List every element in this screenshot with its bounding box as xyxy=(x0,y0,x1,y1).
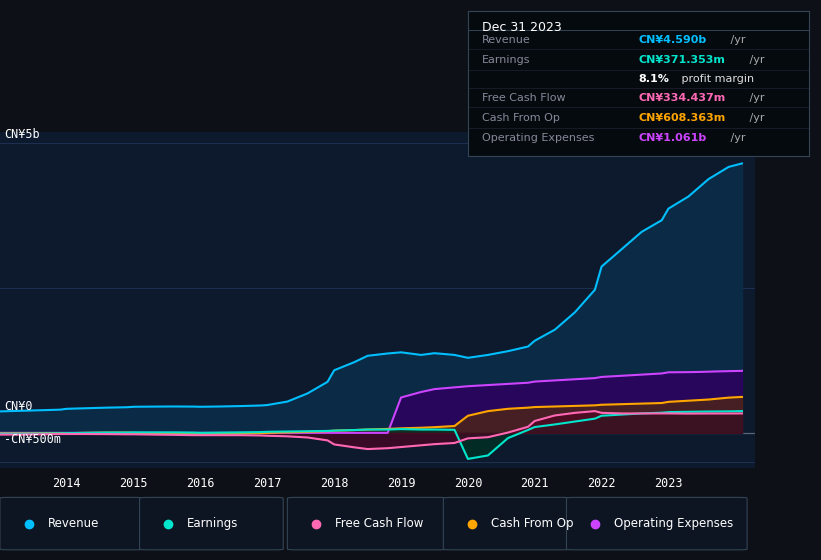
Text: Earnings: Earnings xyxy=(482,55,530,65)
FancyBboxPatch shape xyxy=(140,497,283,550)
Text: /yr: /yr xyxy=(746,55,765,65)
Text: 2014: 2014 xyxy=(53,477,81,490)
Text: /yr: /yr xyxy=(727,35,745,45)
Text: 2021: 2021 xyxy=(521,477,549,490)
Text: 2022: 2022 xyxy=(587,477,616,490)
Text: Dec 31 2023: Dec 31 2023 xyxy=(482,21,562,34)
Text: -CN¥500m: -CN¥500m xyxy=(4,433,61,446)
FancyBboxPatch shape xyxy=(443,497,571,550)
Text: 2017: 2017 xyxy=(253,477,282,490)
Text: Operating Expenses: Operating Expenses xyxy=(482,133,594,143)
Text: Revenue: Revenue xyxy=(482,35,530,45)
Text: 8.1%: 8.1% xyxy=(639,74,669,84)
Text: Earnings: Earnings xyxy=(187,517,239,530)
Text: profit margin: profit margin xyxy=(677,74,754,84)
Text: CN¥5b: CN¥5b xyxy=(4,128,39,141)
Text: CN¥1.061b: CN¥1.061b xyxy=(639,133,707,143)
Text: /yr: /yr xyxy=(727,133,745,143)
Text: /yr: /yr xyxy=(746,113,765,123)
Text: 2018: 2018 xyxy=(320,477,348,490)
FancyBboxPatch shape xyxy=(566,497,747,550)
Text: Free Cash Flow: Free Cash Flow xyxy=(482,92,565,102)
Text: CN¥371.353m: CN¥371.353m xyxy=(639,55,725,65)
Text: 2015: 2015 xyxy=(119,477,148,490)
Text: 2016: 2016 xyxy=(186,477,215,490)
Text: 2023: 2023 xyxy=(654,477,683,490)
FancyBboxPatch shape xyxy=(0,497,144,550)
Text: 2019: 2019 xyxy=(387,477,415,490)
Text: CN¥608.363m: CN¥608.363m xyxy=(639,113,726,123)
Text: 2020: 2020 xyxy=(454,477,482,490)
Text: /yr: /yr xyxy=(746,92,765,102)
Text: CN¥334.437m: CN¥334.437m xyxy=(639,92,726,102)
Text: Revenue: Revenue xyxy=(48,517,99,530)
Text: CN¥0: CN¥0 xyxy=(4,399,33,413)
Text: Cash From Op: Cash From Op xyxy=(491,517,573,530)
Text: Cash From Op: Cash From Op xyxy=(482,113,559,123)
Text: Operating Expenses: Operating Expenses xyxy=(614,517,733,530)
Text: Free Cash Flow: Free Cash Flow xyxy=(335,517,424,530)
FancyBboxPatch shape xyxy=(287,497,447,550)
Text: CN¥4.590b: CN¥4.590b xyxy=(639,35,707,45)
